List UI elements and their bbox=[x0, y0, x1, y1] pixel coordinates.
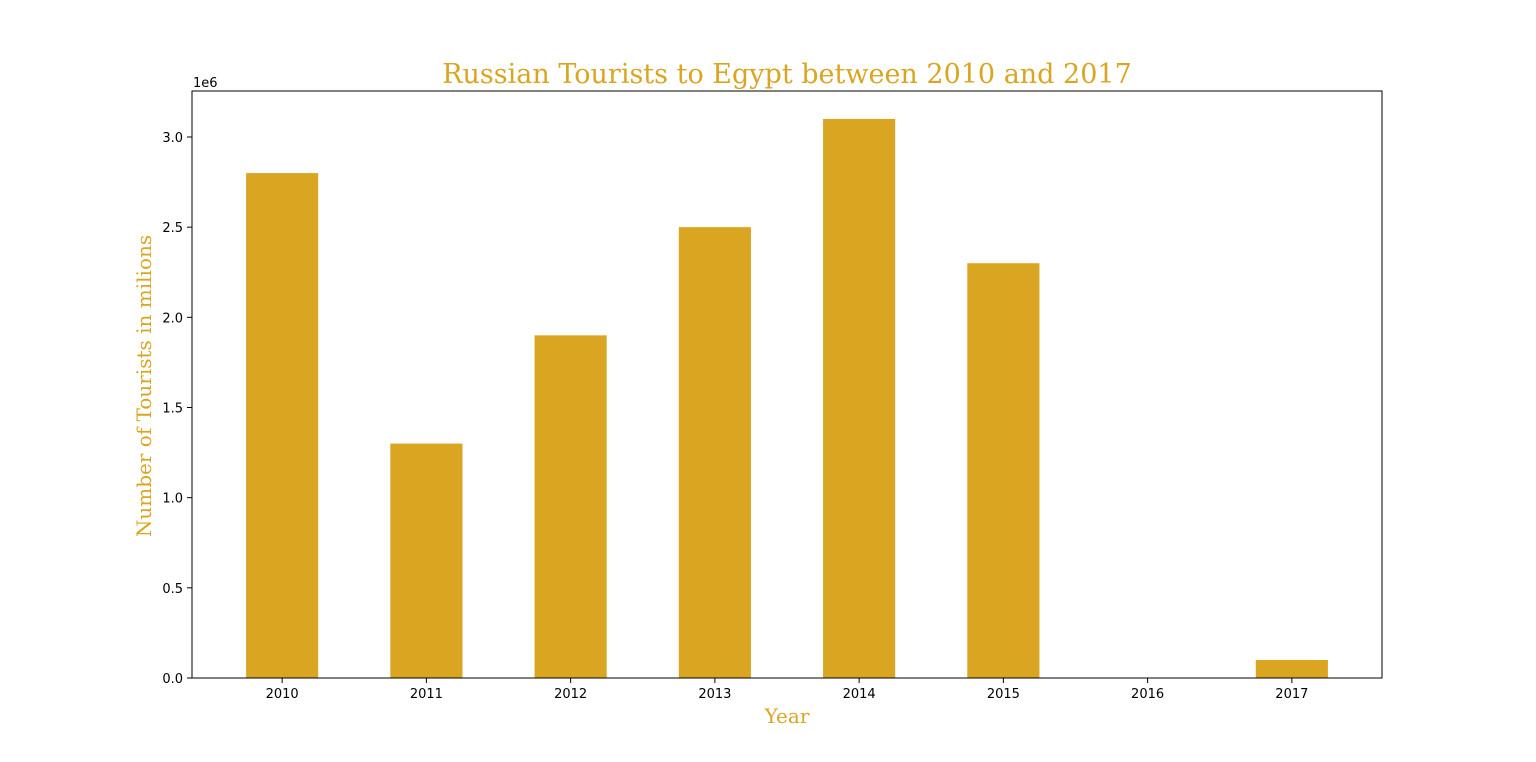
x-axis-ticks: 2010 2011 2012 2013 2014 2015 2016 2017 bbox=[266, 678, 1308, 702]
bar-2015 bbox=[967, 263, 1040, 678]
bar-2013 bbox=[678, 227, 751, 678]
bar-2010 bbox=[246, 173, 319, 678]
y-tick-label: 3.0 bbox=[162, 131, 183, 146]
bar-2011 bbox=[390, 443, 463, 678]
bars-group bbox=[246, 118, 1328, 678]
plot-frame bbox=[191, 90, 1383, 679]
x-axis-label: Year bbox=[764, 704, 810, 728]
x-tick-label: 2013 bbox=[698, 687, 731, 702]
x-tick-label: 2014 bbox=[843, 687, 876, 702]
bar-2014 bbox=[823, 118, 896, 678]
x-tick-label: 2015 bbox=[987, 687, 1020, 702]
y-tick-label: 2.0 bbox=[162, 311, 183, 326]
x-tick-label: 2017 bbox=[1275, 687, 1308, 702]
y-axis-offset-label: 1e6 bbox=[193, 76, 218, 91]
y-axis-ticks: 0.0 0.5 1.0 1.5 2.0 2.5 3.0 bbox=[162, 131, 192, 687]
x-tick-label: 2010 bbox=[266, 687, 299, 702]
y-axis-label: Number of Tourists in milions bbox=[132, 235, 156, 537]
x-tick-label: 2011 bbox=[410, 687, 443, 702]
y-tick-label: 0.5 bbox=[162, 582, 183, 597]
y-tick-label: 2.5 bbox=[162, 221, 183, 236]
y-tick-label: 0.0 bbox=[162, 672, 183, 687]
bar-2017 bbox=[1255, 659, 1328, 678]
x-tick-label: 2016 bbox=[1131, 687, 1164, 702]
x-tick-label: 2012 bbox=[554, 687, 587, 702]
y-tick-label: 1.0 bbox=[162, 492, 183, 507]
bar-2012 bbox=[534, 335, 607, 678]
y-tick-label: 1.5 bbox=[162, 401, 183, 416]
chart-title: Russian Tourists to Egypt between 2010 a… bbox=[442, 59, 1132, 90]
